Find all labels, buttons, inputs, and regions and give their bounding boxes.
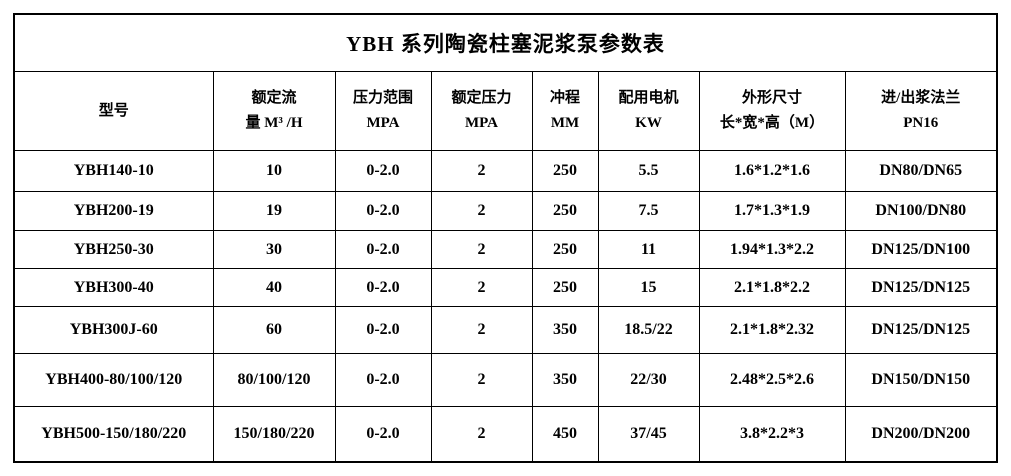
cell-motor: 18.5/22 xyxy=(597,306,700,354)
cell-rated-flow: 60 xyxy=(212,306,336,354)
cell-model: YBH400-80/100/120 xyxy=(13,353,214,407)
pump-parameters-table: YBH 系列陶瓷柱塞泥浆泵参数表 型号 额定流量 M³ /H 压力范围 MPA 额定压力… xyxy=(13,13,999,463)
table-row: YBH500-150/180/220 150/180/220 0-2.0 2 450 37… xyxy=(13,406,998,462)
table-row: YBH250-30 30 0-2.0 2 250 11 1.94*1.3*2.2 DN125/… xyxy=(13,230,998,269)
column-header-rated-flow: 额定流量 M³ /H xyxy=(212,71,336,151)
table-row: YBH200-19 19 0-2.0 2 250 7.5 1.7*1.3*1.9 DN100/… xyxy=(13,191,998,231)
cell-flange: DN200/DN200 xyxy=(844,406,998,462)
column-header-line2: PN16 xyxy=(903,115,939,131)
cell-model: YBH500-150/180/220 xyxy=(13,406,214,462)
cell-stroke: 350 xyxy=(531,353,599,407)
cell-dimensions: 2.1*1.8*2.2 xyxy=(698,268,846,307)
cell-motor: 22/30 xyxy=(597,353,700,407)
cell-rated-flow: 10 xyxy=(212,150,336,192)
column-header-stroke: 冲程 MM xyxy=(531,71,599,151)
table-title: YBH 系列陶瓷柱塞泥浆泵参数表 xyxy=(13,13,998,72)
cell-flange: DN100/DN80 xyxy=(844,191,998,231)
cell-flange: DN125/DN125 xyxy=(844,306,998,354)
cell-rated-flow: 40 xyxy=(212,268,336,307)
table-title-row: YBH 系列陶瓷柱塞泥浆泵参数表 xyxy=(13,13,998,72)
column-header-flange: 进/出浆法兰 PN16 xyxy=(844,71,998,151)
column-header-line1: 型号 xyxy=(98,102,129,119)
cell-model: YBH200-19 xyxy=(13,191,214,231)
column-header-line2: 量 M³ /H xyxy=(245,115,303,131)
cell-motor: 5.5 xyxy=(597,150,700,192)
cell-rated-pressure: 2 xyxy=(430,353,533,407)
cell-stroke: 250 xyxy=(531,150,599,192)
table-row: YBH300-40 40 0-2.0 2 250 15 2.1*1.8*2.2 DN125/D… xyxy=(13,268,998,307)
column-header-pressure-range: 压力范围 MPA xyxy=(334,71,432,151)
cell-model: YBH300-40 xyxy=(13,268,214,307)
column-header-line1: 配用电机 xyxy=(618,90,679,106)
column-header-line1: 外形尺寸 xyxy=(741,90,802,106)
cell-dimensions: 2.1*1.8*2.32 xyxy=(698,306,846,354)
cell-dimensions: 1.94*1.3*2.2 xyxy=(698,230,846,269)
cell-flange: DN125/DN125 xyxy=(844,268,998,307)
column-header-line2: KW xyxy=(635,115,662,131)
table-row: YBH140-10 10 0-2.0 2 250 5.5 1.6*1.2*1.6 DN80/D… xyxy=(13,150,998,192)
column-header-line2: MM xyxy=(550,115,580,131)
column-header-rated-pressure: 额定压力 MPA xyxy=(430,71,533,151)
cell-motor: 11 xyxy=(597,230,700,269)
cell-motor: 7.5 xyxy=(597,191,700,231)
column-header-line2: 长*宽*高（M） xyxy=(719,115,825,131)
cell-rated-pressure: 2 xyxy=(430,406,533,462)
cell-pressure-range: 0-2.0 xyxy=(334,230,432,269)
cell-stroke: 450 xyxy=(531,406,599,462)
column-header-model: 型号 xyxy=(13,71,214,151)
column-header-line1: 额定流 xyxy=(251,90,297,106)
column-header-line1: 进/出浆法兰 xyxy=(881,90,961,106)
cell-flange: DN125/DN100 xyxy=(844,230,998,269)
cell-model: YBH300J-60 xyxy=(13,306,214,354)
column-header-motor: 配用电机 KW xyxy=(597,71,700,151)
cell-stroke: 250 xyxy=(531,230,599,269)
column-header-line1: 冲程 xyxy=(549,90,580,106)
cell-rated-flow: 19 xyxy=(212,191,336,231)
cell-rated-pressure: 2 xyxy=(430,150,533,192)
cell-rated-flow: 30 xyxy=(212,230,336,269)
cell-motor: 37/45 xyxy=(597,406,700,462)
table-row: YBH300J-60 60 0-2.0 2 350 18.5/22 2.1*1.8*2.32… xyxy=(13,306,998,354)
column-header-line2: MPA xyxy=(464,115,499,131)
cell-rated-pressure: 2 xyxy=(430,268,533,307)
cell-stroke: 250 xyxy=(531,268,599,307)
table-row: YBH400-80/100/120 80/100/120 0-2.0 2 350 22/3… xyxy=(13,353,998,407)
cell-pressure-range: 0-2.0 xyxy=(334,306,432,354)
cell-pressure-range: 0-2.0 xyxy=(334,268,432,307)
cell-rated-flow: 80/100/120 xyxy=(212,353,336,407)
cell-model: YBH250-30 xyxy=(13,230,214,269)
cell-dimensions: 1.6*1.2*1.6 xyxy=(698,150,846,192)
cell-rated-pressure: 2 xyxy=(430,230,533,269)
cell-rated-pressure: 2 xyxy=(430,306,533,354)
cell-dimensions: 3.8*2.2*3 xyxy=(698,406,846,462)
cell-stroke: 250 xyxy=(531,191,599,231)
cell-rated-pressure: 2 xyxy=(430,191,533,231)
cell-pressure-range: 0-2.0 xyxy=(334,191,432,231)
table-header-row: 型号 额定流量 M³ /H 压力范围 MPA 额定压力 MPA 冲程 MM 配用电机 KW 外形尺寸… xyxy=(13,71,998,151)
cell-flange: DN80/DN65 xyxy=(844,150,998,192)
cell-pressure-range: 0-2.0 xyxy=(334,150,432,192)
column-header-dimensions: 外形尺寸长*宽*高（M） xyxy=(698,71,846,151)
cell-stroke: 350 xyxy=(531,306,599,354)
cell-pressure-range: 0-2.0 xyxy=(334,406,432,462)
cell-flange: DN150/DN150 xyxy=(844,353,998,407)
column-header-line1: 压力范围 xyxy=(352,90,413,106)
cell-pressure-range: 0-2.0 xyxy=(334,353,432,407)
cell-dimensions: 1.7*1.3*1.9 xyxy=(698,191,846,231)
cell-model: YBH140-10 xyxy=(13,150,214,192)
cell-motor: 15 xyxy=(597,268,700,307)
cell-dimensions: 2.48*2.5*2.6 xyxy=(698,353,846,407)
column-header-line2: MPA xyxy=(366,115,400,131)
column-header-line1: 额定压力 xyxy=(451,90,512,106)
cell-rated-flow: 150/180/220 xyxy=(212,406,336,462)
